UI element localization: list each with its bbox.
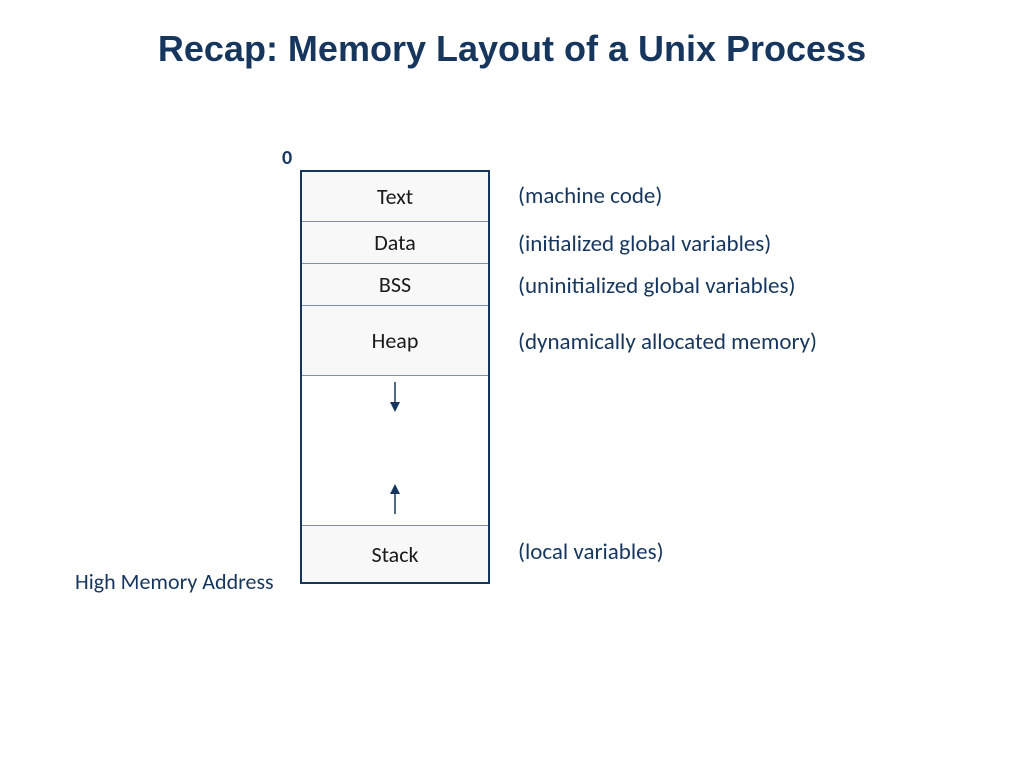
annotation-4: (local variables) [518, 538, 664, 566]
segment-gap [302, 376, 488, 526]
segment-heap: Heap [302, 306, 488, 376]
high-memory-address-label: High Memory Address [75, 568, 274, 595]
zero-address-label: 0 [282, 146, 292, 170]
segment-data: Data [302, 222, 488, 264]
memory-column: TextDataBSSHeap Stack [300, 170, 490, 584]
memory-diagram: 0 TextDataBSSHeapStack [300, 170, 490, 584]
stack-grow-arrow-icon [388, 484, 402, 519]
heap-grow-arrow-icon [388, 382, 402, 417]
segment-stack: Stack [302, 526, 488, 582]
annotation-2: (uninitialized global variables) [518, 272, 795, 300]
annotation-3: (dynamically allocated memory) [518, 328, 817, 356]
segment-bss: BSS [302, 264, 488, 306]
page-title: Recap: Memory Layout of a Unix Process [0, 28, 1024, 70]
annotation-1: (initialized global variables) [518, 230, 771, 258]
segment-text: Text [302, 172, 488, 222]
annotation-0: (machine code) [518, 182, 662, 210]
